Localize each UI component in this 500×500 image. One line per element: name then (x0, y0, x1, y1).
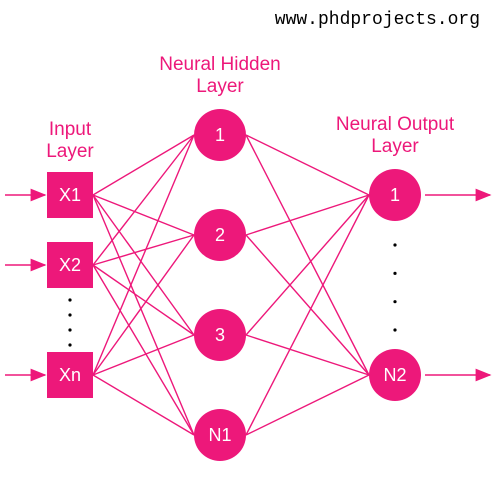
input_layer-title-line-1: Layer (46, 141, 94, 162)
edge-hidden-output (246, 135, 369, 195)
hidden-node-label-2: 3 (215, 325, 225, 345)
output-node-1: N2 (369, 349, 421, 401)
output-node-label-1: N2 (383, 365, 406, 385)
output-ellipsis-dot-0-1 (393, 272, 396, 275)
hidden-node-1: 2 (194, 209, 246, 261)
output_layer-title-line-1: Layer (371, 136, 419, 157)
edge-input-hidden (93, 135, 194, 195)
output-node-0: 1 (369, 169, 421, 221)
input-node-1: X2 (47, 242, 93, 288)
input_layer-title-line-0: Input (49, 119, 92, 140)
output-node-label-0: 1 (390, 185, 400, 205)
hidden-node-label-3: N1 (208, 425, 231, 445)
output_layer-title-line-0: Neural Output (336, 114, 455, 135)
hidden_layer-title-line-0: Neural Hidden (159, 54, 280, 75)
hidden-node-label-1: 2 (215, 225, 225, 245)
edges-group (93, 135, 369, 435)
input-ellipsis-dot-0-0 (68, 298, 71, 301)
edge-input-hidden (93, 375, 194, 435)
edge-input-hidden (93, 135, 194, 265)
hidden-node-label-0: 1 (215, 125, 225, 145)
edge-input-hidden (93, 235, 194, 265)
input-node-2: Xn (47, 352, 93, 398)
input-ellipsis-dot-0-3 (68, 343, 71, 346)
hidden-node-0: 1 (194, 109, 246, 161)
input-node-label-0: X1 (59, 185, 81, 205)
input-node-label-1: X2 (59, 255, 81, 275)
edge-input-hidden (93, 265, 194, 335)
input-node-0: X1 (47, 172, 93, 218)
source-url: www.phdprojects.org (275, 10, 480, 30)
output-ellipsis-dot-0-3 (393, 328, 396, 331)
input-node-label-2: Xn (59, 365, 81, 385)
hidden-node-2: 3 (194, 309, 246, 361)
neural-network-diagram: www.phdprojects.orgInputLayerNeural Hidd… (0, 0, 500, 500)
output-ellipsis-dot-0-0 (393, 243, 396, 246)
input-ellipsis-dot-0-2 (68, 328, 71, 331)
edge-hidden-output (246, 375, 369, 435)
hidden_layer-title-line-1: Layer (196, 76, 244, 97)
edge-input-hidden (93, 265, 194, 435)
output-ellipsis-dot-0-2 (393, 300, 396, 303)
input-ellipsis-dot-0-1 (68, 313, 71, 316)
hidden-node-3: N1 (194, 409, 246, 461)
